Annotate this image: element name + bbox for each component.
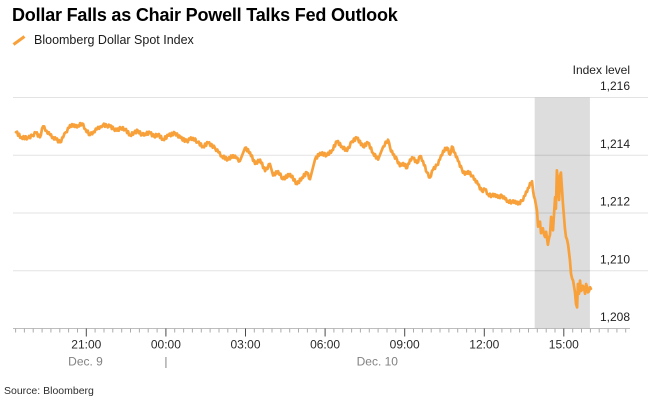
y-axis-tick-label: 1,210	[600, 252, 630, 266]
x-axis-date-label: |	[164, 355, 167, 369]
y-axis-tick-label: 1,216	[600, 79, 630, 93]
x-axis-tick-label: 00:00	[151, 338, 181, 352]
x-axis-tick-label: 06:00	[310, 338, 340, 352]
x-axis-date-label: Dec. 10	[357, 355, 399, 369]
y-axis-tick-label: 1,214	[600, 137, 630, 151]
legend: Bloomberg Dollar Spot Index	[12, 33, 194, 47]
legend-series-label: Bloomberg Dollar Spot Index	[34, 33, 194, 47]
x-axis-date-label: Dec. 9	[68, 355, 103, 369]
x-axis-tick-label: 03:00	[230, 338, 260, 352]
y-axis-tick-label: 1,208	[600, 310, 630, 324]
chart-title: Dollar Falls as Chair Powell Talks Fed O…	[12, 5, 398, 25]
y-axis-title: Index level	[573, 63, 630, 77]
series-line	[14, 121, 593, 309]
x-axis-tick-label: 21:00	[71, 338, 101, 352]
x-axis-tick-label: 09:00	[390, 338, 420, 352]
y-axis-tick-label: 1,212	[600, 195, 630, 209]
x-axis-tick-label: 15:00	[549, 338, 579, 352]
source-note: Source: Bloomberg	[4, 385, 94, 397]
x-axis-tick-label: 12:00	[469, 338, 499, 352]
series-line-marker-icon	[12, 34, 26, 46]
